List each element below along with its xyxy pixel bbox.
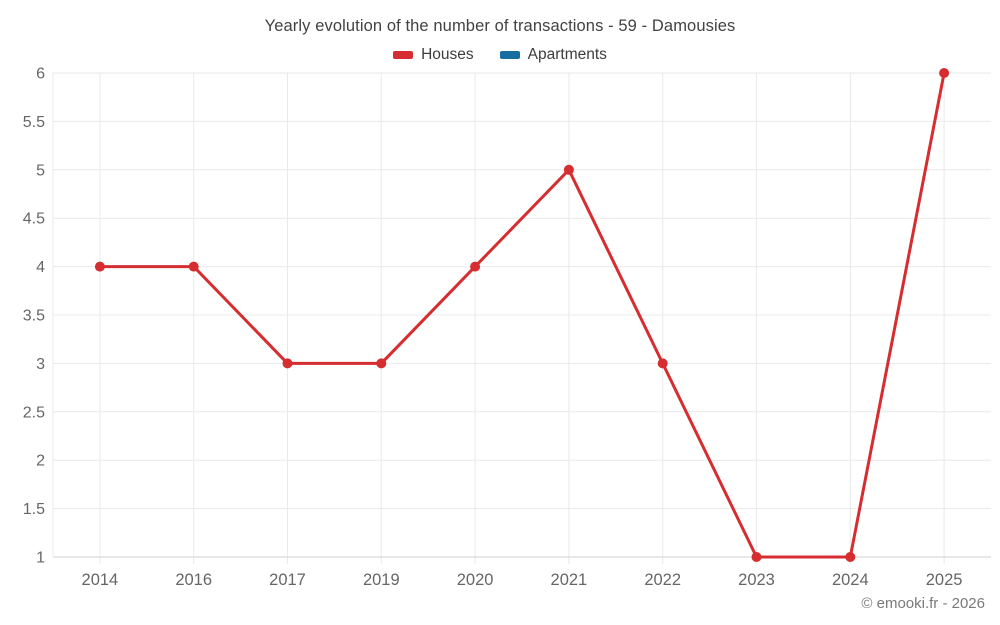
grid: 1 1.5 2 2.5 3 3.5 4 4.5 5 5.5 6 2014 2016 2017 2019 202… — [23, 66, 991, 589]
data-point[interactable] — [563, 164, 574, 175]
x-axis-label: 2021 — [551, 571, 588, 589]
y-axis-label: 4 — [36, 259, 45, 276]
legend-label: Apartments — [527, 46, 607, 63]
y-axis-label: 1.5 — [23, 501, 45, 518]
x-axis-label: 2014 — [82, 571, 119, 589]
x-axis-label: 2025 — [926, 571, 963, 589]
y-axis-label: 6 — [36, 66, 45, 83]
data-point[interactable] — [188, 261, 199, 272]
y-axis-label: 3 — [36, 356, 45, 373]
y-axis-label: 3.5 — [23, 308, 45, 325]
data-point[interactable] — [657, 358, 668, 369]
legend-swatch-houses — [393, 51, 414, 59]
data-point[interactable] — [939, 68, 950, 78]
y-axis-label: 5.5 — [23, 114, 45, 131]
data-point[interactable] — [376, 358, 387, 369]
x-axis-label: 2019 — [363, 571, 400, 589]
data-point[interactable] — [470, 261, 481, 272]
x-axis-label: 2017 — [269, 571, 306, 589]
x-axis-label: 2024 — [832, 571, 869, 589]
footer-credit: © emooki.fr - 2026 — [861, 595, 985, 612]
x-axis-label: 2020 — [457, 571, 494, 589]
series-houses — [94, 68, 950, 562]
data-point[interactable] — [751, 552, 762, 562]
x-axis-label: 2022 — [644, 571, 681, 589]
y-axis-label: 2 — [36, 453, 45, 470]
x-axis-label: 2016 — [175, 571, 212, 589]
legend-label: Houses — [421, 46, 474, 63]
legend-item-apartments[interactable]: Apartments — [499, 46, 607, 64]
y-axis-label: 1 — [36, 550, 45, 567]
y-axis-label: 4.5 — [23, 211, 45, 228]
y-axis-label: 2.5 — [23, 404, 45, 421]
x-axis-label: 2023 — [738, 571, 775, 589]
data-point[interactable] — [845, 552, 856, 562]
legend-swatch-apartments — [499, 51, 520, 59]
y-axis-label: 5 — [36, 162, 45, 179]
data-point[interactable] — [282, 358, 293, 369]
chart-title: Yearly evolution of the number of transa… — [264, 17, 736, 35]
legend: Houses Apartments — [0, 46, 1000, 64]
series-line — [98, 71, 946, 559]
data-point[interactable] — [94, 261, 105, 272]
legend-item-houses[interactable]: Houses — [393, 46, 474, 64]
